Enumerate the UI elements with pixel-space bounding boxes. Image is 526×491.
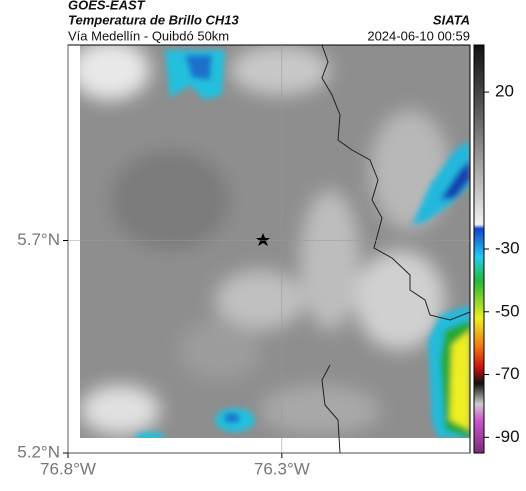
title: Temperatura de Brillo CH13: [68, 12, 240, 27]
x-tick-label: 76.3°W: [254, 459, 310, 478]
colorbar-label: -70: [495, 364, 520, 383]
colorbar: [473, 44, 485, 454]
subtitle: Vía Medellín - Quibdó 50km: [68, 28, 229, 43]
y-tick-label: 5.2°N: [17, 442, 60, 461]
colorbar-label: -50: [495, 301, 520, 320]
org: SIATA: [433, 12, 470, 27]
location-star: [256, 233, 270, 246]
x-tick-label: 76.8°W: [40, 459, 96, 478]
colorbar-label: -90: [495, 427, 520, 446]
border: [321, 364, 341, 454]
colorbar-label: -30: [495, 238, 520, 257]
satellite-image: [80, 45, 470, 438]
source: GOES-EAST: [68, 0, 146, 12]
datetime: 2024-06-10 00:59: [367, 28, 470, 43]
y-tick-label: 5.7°N: [17, 230, 60, 249]
border: [321, 44, 471, 321]
colorbar-label: 20: [495, 82, 514, 101]
